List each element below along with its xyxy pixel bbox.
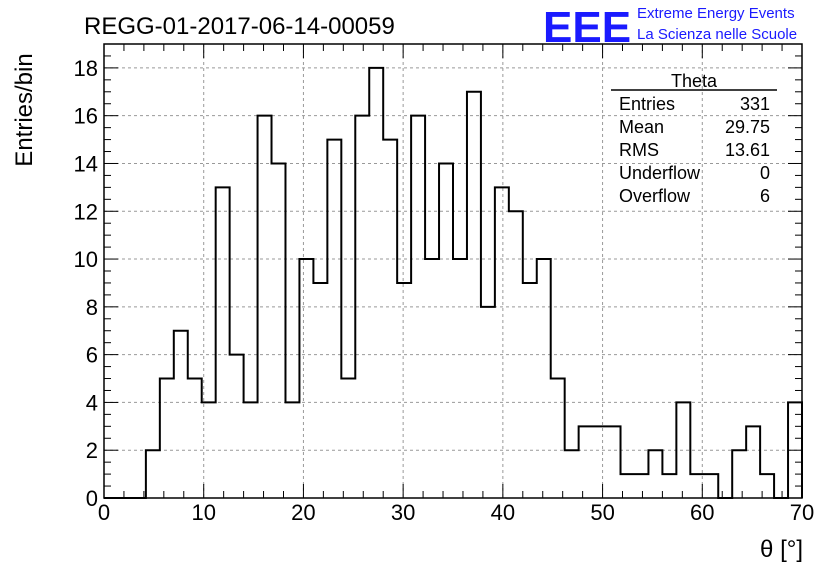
stats-label-entries: Entries: [619, 94, 675, 114]
stats-value-overflow: 6: [760, 186, 770, 206]
histogram-line: [104, 66, 803, 499]
logo-line-2: La Scienza nelle Scuole: [637, 26, 797, 43]
eee-logo: EEE Extreme Energy Events La Scienza nel…: [543, 3, 797, 52]
stats-value-mean: 29.75: [725, 117, 770, 137]
y-tick-label: 6: [86, 343, 98, 368]
y-tick-label: 18: [74, 56, 98, 81]
y-tick-label: 2: [86, 438, 98, 463]
stats-label-rms: RMS: [619, 140, 659, 160]
x-tick-label: 70: [790, 500, 814, 525]
stats-label-underflow: Underflow: [619, 163, 701, 183]
stats-title: Theta: [671, 71, 718, 91]
stats-value-underflow: 0: [760, 163, 770, 183]
logo-line-1: Extreme Energy Events: [637, 5, 795, 22]
stats-label-overflow: Overflow: [619, 186, 691, 206]
y-tick-label: 4: [86, 390, 98, 415]
grid: [104, 44, 802, 498]
x-axis-label: θ [°]: [760, 536, 803, 563]
y-tick-label: 14: [74, 151, 98, 176]
plot-frame: [103, 43, 803, 499]
x-tick-label: 20: [291, 500, 315, 525]
y-axis-label: Entries/bin: [11, 53, 38, 166]
x-tick-label: 60: [690, 500, 714, 525]
y-tick-label: 0: [86, 486, 98, 511]
x-tick-label: 30: [391, 500, 415, 525]
y-tick-label: 16: [74, 104, 98, 129]
x-tick-label: 40: [491, 500, 515, 525]
y-tick-label: 10: [74, 247, 98, 272]
x-tick-label: 10: [191, 500, 215, 525]
y-tick-label: 12: [74, 199, 98, 224]
x-tick-label: 0: [98, 500, 110, 525]
chart-title: REGG-01-2017-06-14-00059: [84, 13, 395, 40]
stats-box: Theta Entries 331 Mean 29.75 RMS 13.61 U…: [611, 71, 777, 206]
y-tick-label: 8: [86, 295, 98, 320]
stats-value-entries: 331: [740, 94, 770, 114]
x-tick-label: 50: [590, 500, 614, 525]
stats-label-mean: Mean: [619, 117, 664, 137]
stats-value-rms: 13.61: [725, 140, 770, 160]
